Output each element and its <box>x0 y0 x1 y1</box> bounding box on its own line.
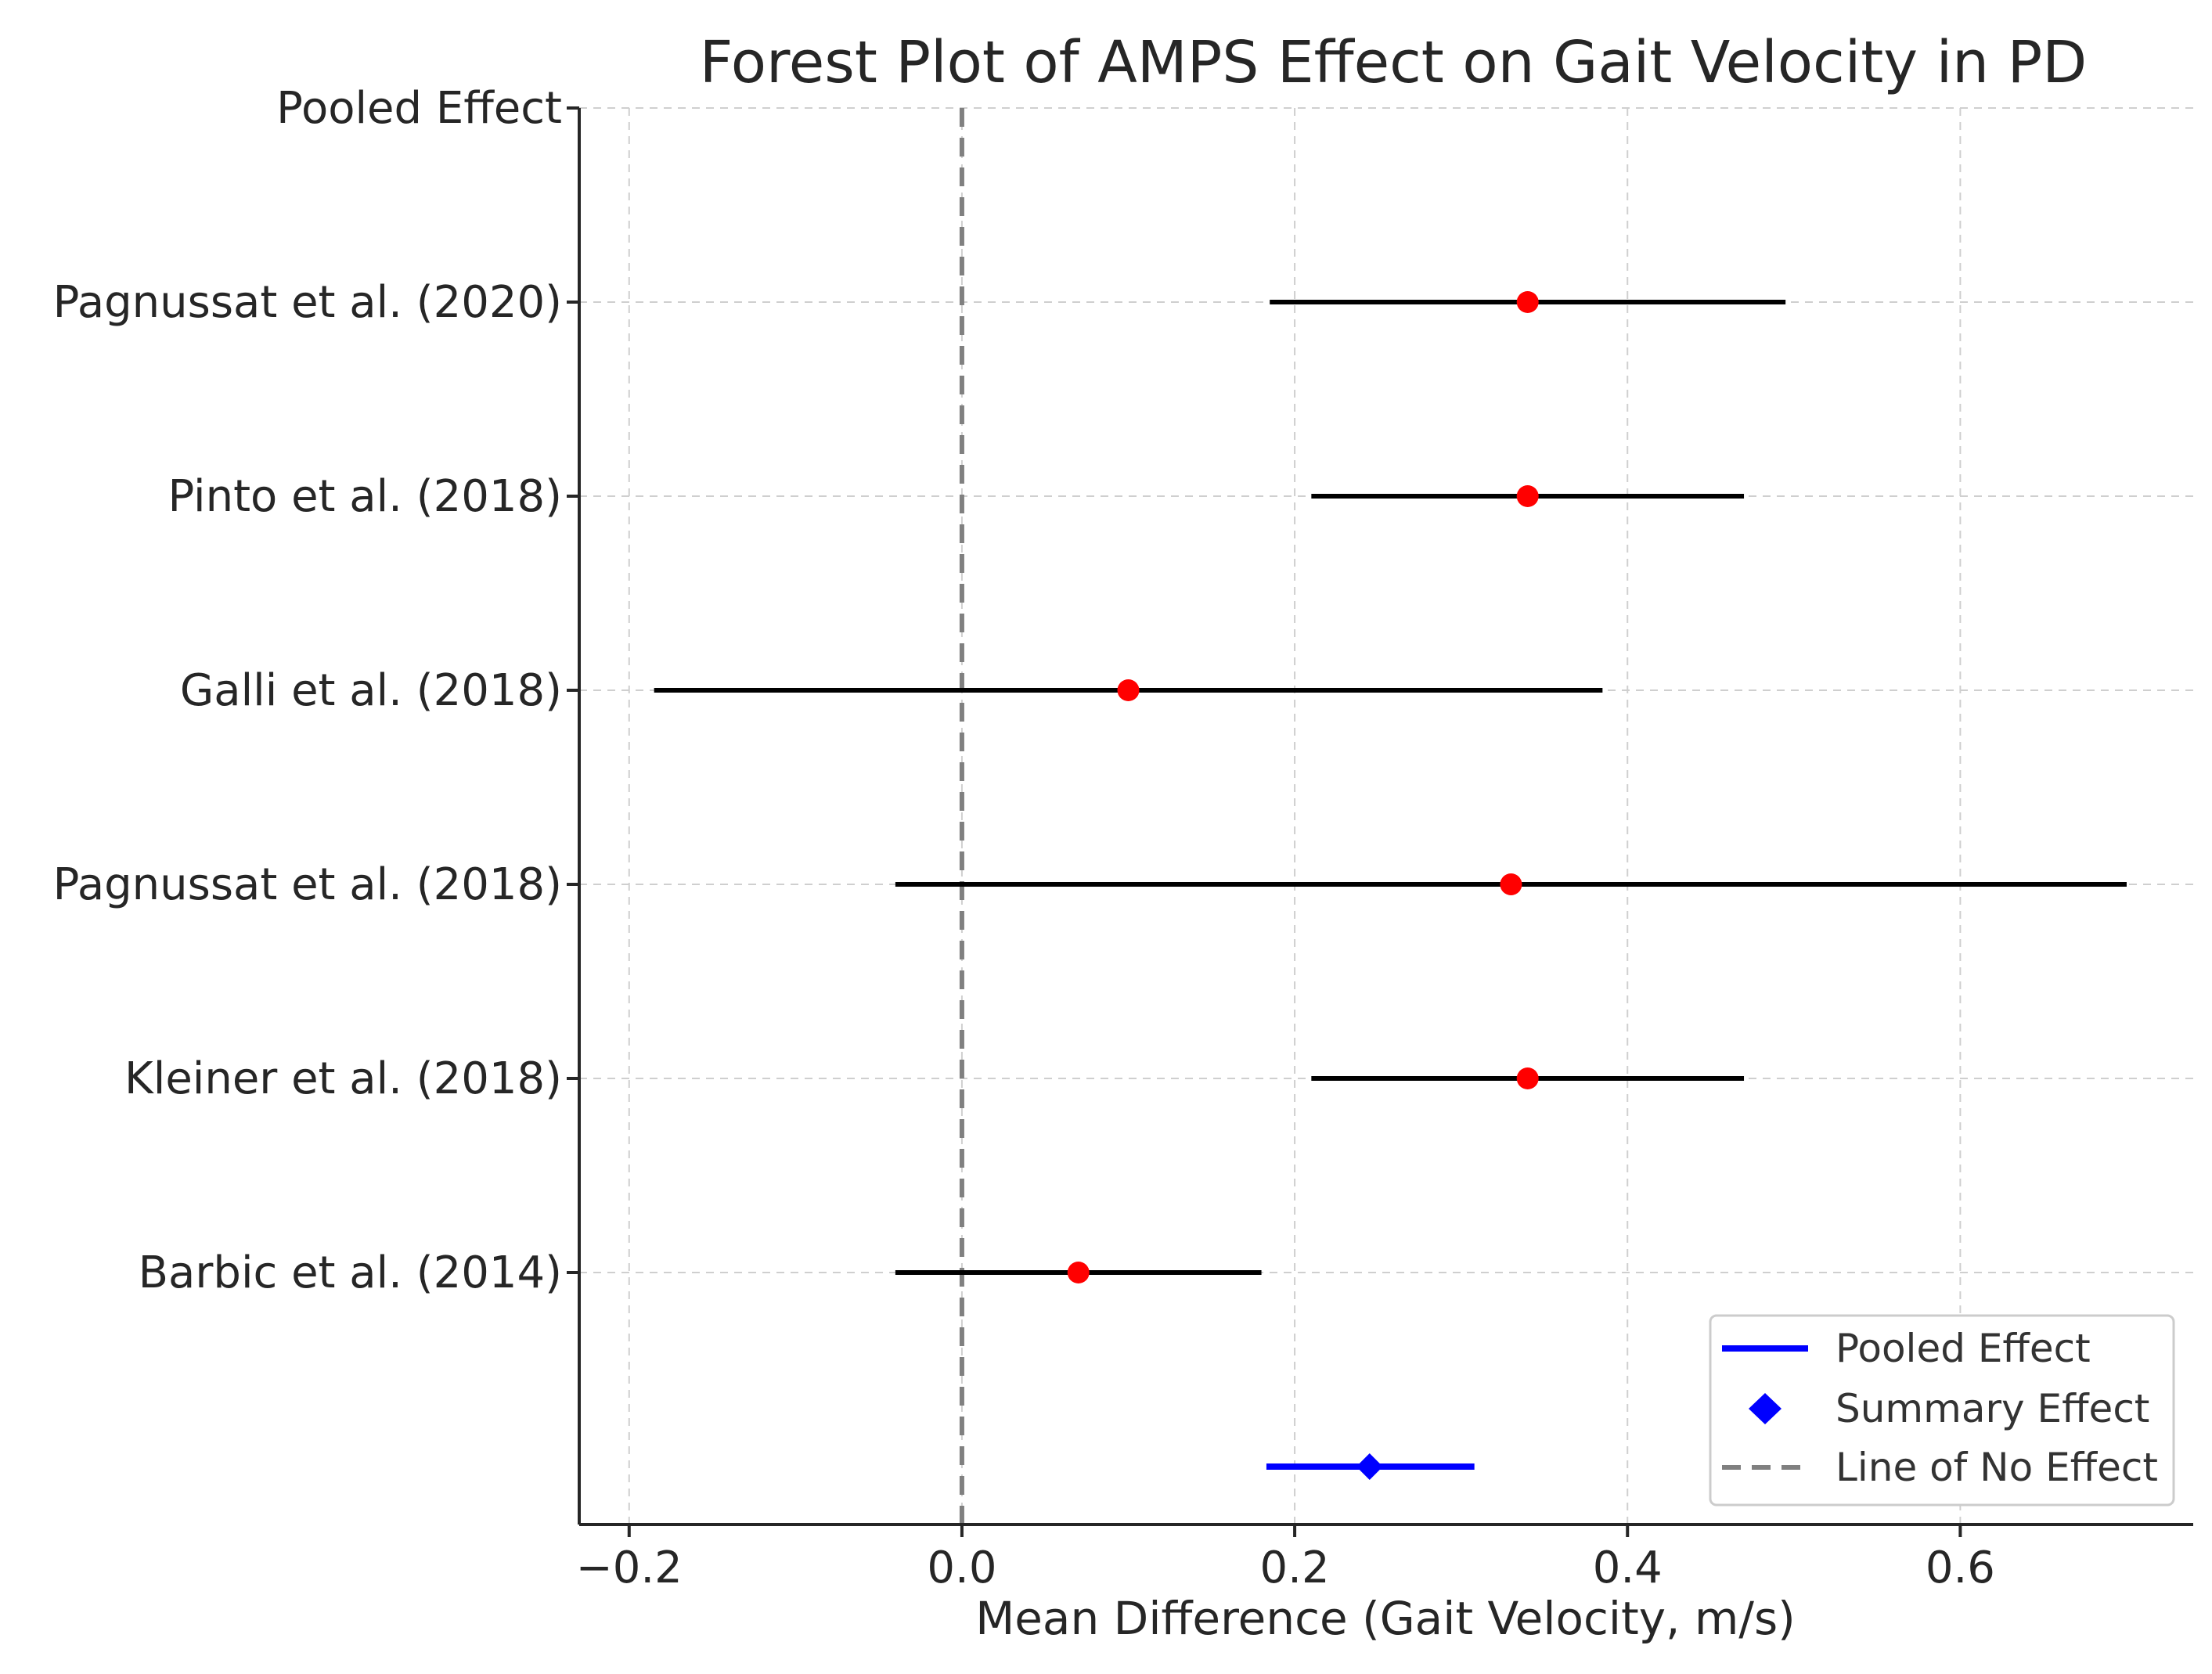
legend-box <box>1709 1314 2175 1507</box>
x-tick-label: 0.2 <box>1260 1543 1330 1593</box>
x-tick-label: 0.0 <box>927 1543 996 1593</box>
study-point <box>1516 485 1539 507</box>
study-point <box>1516 291 1539 313</box>
y-tick-label: Pooled Effect <box>276 83 562 134</box>
x-axis-label: Mean Difference (Gait Velocity, m/s) <box>975 1592 1796 1645</box>
y-tick-label: Galli et al. (2018) <box>180 665 562 716</box>
x-tick-label: −0.2 <box>576 1543 683 1593</box>
grid-lines <box>579 107 2193 1525</box>
y-tick-label: Pagnussat et al. (2020) <box>53 277 562 328</box>
study-point <box>1117 679 1140 701</box>
x-axis-ticks: −0.2 0.0 0.2 0.4 0.6 <box>576 1525 1995 1593</box>
chart-title: Forest Plot of AMPS Effect on Gait Veloc… <box>700 29 2087 96</box>
y-tick-label: Barbic et al. (2014) <box>139 1247 562 1298</box>
x-tick-label: 0.4 <box>1593 1543 1663 1593</box>
legend-summary-swatch <box>1749 1393 1781 1424</box>
pooled-diamond <box>1356 1453 1383 1480</box>
x-tick-label: 0.6 <box>1926 1543 1995 1593</box>
legend-label-summary: Summary Effect <box>1836 1386 2149 1431</box>
study-estimates <box>654 291 2127 1283</box>
y-tick-label: Kleiner et al. (2018) <box>124 1053 562 1104</box>
axes <box>578 108 2193 1526</box>
legend-label-noeffect: Line of No Effect <box>1836 1445 2158 1490</box>
study-point <box>1067 1262 1090 1283</box>
y-axis-labels: Barbic et al. (2014) Kleiner et al. (2018… <box>53 83 579 1298</box>
y-tick-label: Pagnussat et al. (2018) <box>53 859 562 910</box>
y-tick-label: Pinto et al. (2018) <box>168 471 562 522</box>
legend-label-pooled: Pooled Effect <box>1836 1326 2091 1371</box>
pooled-estimate <box>1266 1453 1475 1480</box>
study-point <box>1500 873 1522 895</box>
legend: Pooled Effect Summary Effect Line of No … <box>1709 1314 2175 1507</box>
study-point <box>1516 1067 1539 1089</box>
